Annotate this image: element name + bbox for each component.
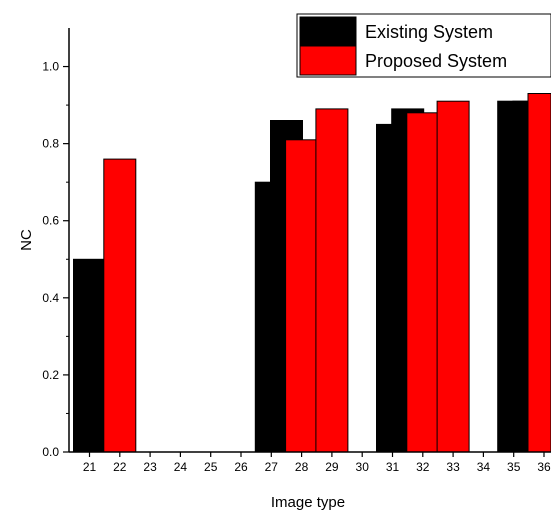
x-tick-label: 36 (537, 460, 551, 474)
bar-proposed-5 (527, 93, 551, 453)
y-tick-label: 0.4 (42, 291, 59, 305)
y-tick-label: 0.2 (42, 368, 59, 382)
y-ticks: 0.0 0.2 0.4 0.6 0.8 1.0 (42, 60, 69, 459)
axes (68, 28, 551, 453)
y-tick-label: 0.8 (42, 137, 59, 151)
legend-swatch-existing (299, 16, 357, 47)
x-tick-label: 31 (386, 460, 400, 474)
x-tick-label: 21 (83, 460, 97, 474)
y-tick-label: 0.0 (42, 445, 59, 459)
y-tick-label: 1.0 (42, 60, 59, 74)
x-tick-label: 28 (295, 460, 309, 474)
bar-proposed-0 (103, 158, 137, 453)
bar-existing-0 (73, 258, 106, 453)
legend-label-proposed: Proposed System (365, 51, 507, 71)
x-tick-label: 33 (446, 460, 460, 474)
x-tick-label: 34 (477, 460, 491, 474)
bar-proposed-3 (406, 112, 440, 453)
bar-proposed-2 (315, 108, 349, 453)
y-axis-title: NC (18, 229, 35, 251)
x-tick-label: 25 (204, 460, 218, 474)
x-tick-label: 26 (234, 460, 248, 474)
legend-swatch-proposed (299, 45, 357, 76)
x-tick-label: 27 (265, 460, 279, 474)
bars (73, 93, 551, 453)
x-tick-label: 32 (416, 460, 430, 474)
x-tick-label: 23 (143, 460, 157, 474)
x-tick-label: 35 (507, 460, 521, 474)
x-tick-label: 30 (356, 460, 370, 474)
x-ticks: 21 22 23 24 25 26 27 28 29 30 31 32 33 34 35 36 (83, 452, 551, 474)
bar-proposed-4 (436, 100, 470, 453)
legend-label-existing: Existing System (365, 22, 493, 42)
x-tick-label: 24 (174, 460, 188, 474)
x-tick-label: 29 (325, 460, 339, 474)
bar-proposed-1 (285, 139, 319, 453)
x-tick-label: 22 (113, 460, 127, 474)
y-tick-label: 0.6 (42, 214, 59, 228)
legend: Existing System Proposed System (296, 13, 551, 78)
x-axis-title: Image type (271, 494, 345, 511)
